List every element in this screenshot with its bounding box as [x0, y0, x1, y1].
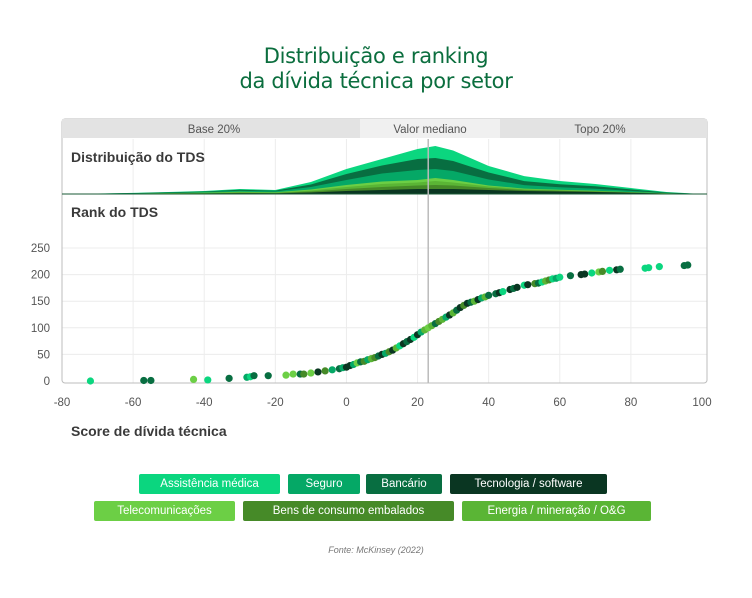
data-point: [225, 374, 233, 382]
legend-telecomunicacoes: Telecomunicações: [94, 501, 235, 521]
band-median: [360, 119, 500, 138]
data-point: [321, 367, 329, 375]
legend-tecnologia-software: Tecnologia / software: [450, 474, 607, 494]
x-tick-label: 0: [343, 397, 349, 409]
legend-bancario: Bancário: [366, 474, 442, 494]
legend-bens-de-consumo: Bens de consumo embalados: [243, 501, 454, 521]
x-tick-label: 100: [692, 397, 711, 409]
data-point: [581, 270, 589, 278]
y-tick-label: 200: [31, 270, 50, 282]
title-line-1: Distribuição e ranking: [263, 44, 489, 68]
data-point: [598, 267, 607, 276]
data-point: [645, 264, 653, 272]
source-note: Fonte: McKinsey (2022): [328, 545, 424, 555]
rank-title: Rank do TDS: [71, 204, 158, 220]
data-point: [513, 283, 521, 291]
x-axis-label: Score de dívida técnica: [71, 423, 227, 439]
legend-energia-mineracao: Energia / mineração / O&G: [462, 501, 651, 521]
data-point: [655, 263, 663, 271]
area-tecnologia-software: [62, 189, 702, 194]
data-point: [485, 291, 493, 299]
x-tick-label: 80: [624, 397, 637, 409]
data-point: [566, 272, 575, 280]
data-point: [556, 273, 564, 281]
data-point: [147, 376, 155, 385]
data-point: [684, 261, 692, 269]
data-point: [264, 372, 272, 380]
distribution-areas: [62, 146, 707, 195]
data-point: [289, 370, 297, 378]
x-tick-label: -60: [125, 397, 142, 409]
chart-title: Distribuição e ranking da dívida técnica…: [0, 44, 752, 94]
title-line-2: da dívida técnica por setor: [239, 69, 513, 93]
scatter-points: [86, 261, 692, 385]
data-point: [314, 368, 322, 376]
data-point: [307, 369, 315, 377]
data-point: [328, 366, 336, 374]
y-tick-label: 150: [31, 296, 50, 308]
band-top: [500, 119, 707, 138]
data-point: [588, 269, 596, 277]
data-point: [189, 375, 198, 384]
data-point: [499, 288, 507, 296]
data-point: [204, 376, 212, 384]
legend-seguro: Seguro: [288, 474, 360, 494]
legend-assistencia-medica: Assistência médica: [139, 474, 280, 494]
y-tick-label: 0: [44, 376, 50, 388]
band-top-label: Topo 20%: [574, 124, 625, 136]
distribution-title: Distribuição do TDS: [71, 149, 205, 165]
data-point: [616, 265, 624, 273]
x-tick-label: 40: [482, 397, 495, 409]
data-point: [250, 372, 258, 380]
data-point: [140, 376, 148, 385]
band-base: [62, 119, 360, 138]
y-tick-label: 250: [31, 243, 50, 255]
x-tick-label: 20: [411, 397, 424, 409]
x-tick-label: -40: [196, 397, 213, 409]
data-point: [524, 281, 532, 289]
band-median-label: Valor mediano: [393, 124, 466, 136]
data-point: [86, 377, 95, 385]
x-tick-label: 60: [553, 397, 566, 409]
data-point: [282, 371, 290, 379]
y-tick-label: 100: [31, 323, 50, 335]
axis-ticks: -80 -60 -40 -20 0 20 40 60 80 100 0 50 100 150 200 250: [31, 243, 712, 409]
x-tick-label: -80: [54, 397, 71, 409]
data-point: [300, 370, 308, 378]
y-tick-label: 50: [37, 349, 50, 361]
data-point: [605, 266, 614, 274]
x-tick-label: -20: [267, 397, 284, 409]
band-base-label: Base 20%: [188, 124, 240, 136]
